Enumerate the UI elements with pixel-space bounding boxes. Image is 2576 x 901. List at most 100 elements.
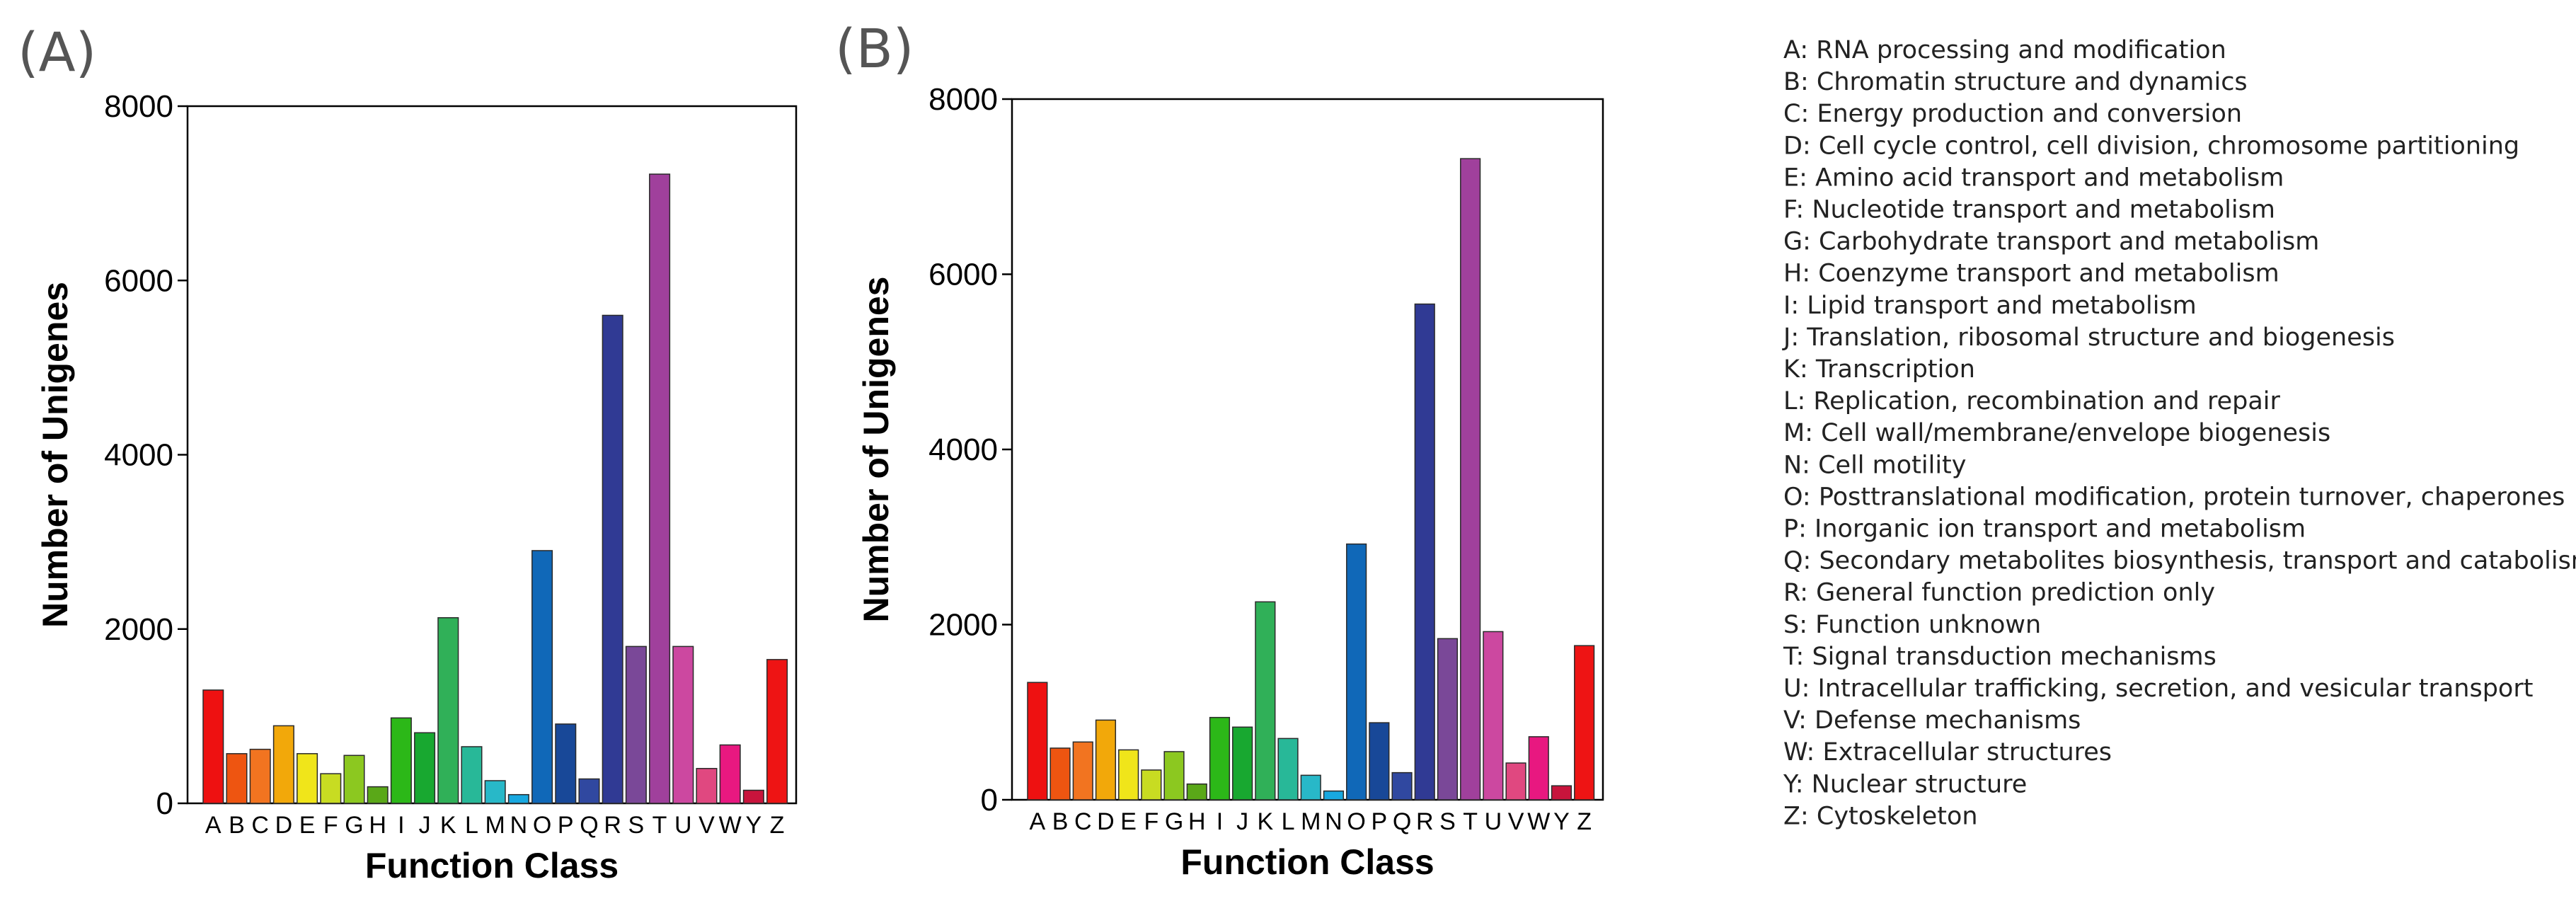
bar-y xyxy=(742,789,764,804)
x-tick-label: R xyxy=(1416,808,1434,835)
x-tick-label: D xyxy=(1097,808,1115,835)
x-tick-label: I xyxy=(1217,808,1223,835)
legend-item: E: Amino acid transport and metabolism xyxy=(1783,163,2284,192)
legend-item: G: Carbohydrate transport and metabolism xyxy=(1783,228,2319,256)
x-axis-title: Function Class xyxy=(365,846,619,885)
bar-q xyxy=(578,778,600,804)
legend-item: K: Transcription xyxy=(1783,355,1975,384)
y-tick-label: 4000 xyxy=(104,438,173,473)
bar-w xyxy=(719,744,741,804)
x-tick-label: M xyxy=(1301,808,1321,835)
bar-z xyxy=(766,659,788,804)
bar-s xyxy=(625,645,647,804)
x-tick-label: M xyxy=(485,812,505,839)
legend-item: A: RNA processing and modification xyxy=(1783,36,2226,64)
x-axis-title: Function Class xyxy=(1180,842,1434,882)
y-tick-label: 2000 xyxy=(104,612,173,647)
bar-j xyxy=(414,732,436,804)
x-tick-label: E xyxy=(1120,808,1137,835)
legend-item: S: Function unknown xyxy=(1783,611,2041,639)
bar-i xyxy=(1209,716,1231,800)
legend-item: T: Signal transduction mechanisms xyxy=(1783,643,2216,671)
x-tick-label: G xyxy=(1165,808,1183,835)
bar-h xyxy=(1186,783,1207,800)
panel-label: (B) xyxy=(835,17,914,80)
y-tick-label: 0 xyxy=(981,783,998,817)
bar-m xyxy=(484,780,506,804)
x-tick-label: C xyxy=(251,812,269,839)
x-tick-label: W xyxy=(719,812,742,839)
y-axis-title: Number of Unigenes xyxy=(856,277,896,623)
bar-k xyxy=(1255,601,1276,800)
x-tick-label: F xyxy=(323,812,338,839)
y-tick-label: 6000 xyxy=(104,263,173,298)
legend: A: RNA processing and modification B: Chr… xyxy=(1782,36,2576,830)
legend-item: R: General function prediction only xyxy=(1783,579,2215,607)
bar-s xyxy=(1437,638,1459,800)
legend-item: M: Cell wall/membrane/envelope biogenesi… xyxy=(1783,419,2330,447)
bar-g xyxy=(1163,751,1185,800)
bar-o xyxy=(1346,543,1367,800)
bar-t xyxy=(1460,158,1481,800)
bar-f xyxy=(320,773,342,804)
x-tick-label: P xyxy=(1372,808,1388,835)
legend-item: H: Coenzyme transport and metabolism xyxy=(1783,260,2279,288)
bar-n xyxy=(1323,790,1345,800)
legend-item: Y: Nuclear structure xyxy=(1783,770,2027,798)
legend-item: L: Replication, recombination and repair xyxy=(1783,387,2281,415)
x-tick-label: A xyxy=(1030,808,1046,835)
x-tick-label: K xyxy=(1258,808,1274,835)
y-tick-label: 8000 xyxy=(928,82,998,117)
bar-p xyxy=(555,723,577,804)
x-tick-label: V xyxy=(1508,808,1524,835)
x-tick-label: U xyxy=(674,812,692,839)
legend-item: Z: Cytoskeleton xyxy=(1783,802,1978,830)
bar-a xyxy=(1027,682,1048,800)
x-tick-label: G xyxy=(345,812,363,839)
bar-r xyxy=(602,314,623,804)
panel-label: (A) xyxy=(18,21,96,84)
x-tick-label: B xyxy=(1052,808,1069,835)
bar-e xyxy=(1118,749,1139,800)
bar-o xyxy=(531,550,553,804)
legend-item: J: Translation, ribosomal structure and … xyxy=(1782,323,2395,352)
bar-m xyxy=(1300,774,1321,800)
bar-w xyxy=(1528,736,1549,800)
x-tick-label: C xyxy=(1074,808,1092,835)
x-tick-label: J xyxy=(419,812,431,839)
x-tick-label: Z xyxy=(1577,808,1592,835)
x-tick-label: U xyxy=(1485,808,1502,835)
bar-f xyxy=(1141,769,1162,800)
y-tick-label: 8000 xyxy=(104,89,173,124)
y-tick-label: 0 xyxy=(156,786,173,821)
bar-e xyxy=(297,753,318,804)
x-tick-label: B xyxy=(229,812,245,839)
legend-item: C: Energy production and conversion xyxy=(1783,100,2242,128)
bar-a xyxy=(202,689,224,804)
x-tick-label: N xyxy=(1325,808,1342,835)
x-tick-label: T xyxy=(1463,808,1478,835)
x-tick-label: W xyxy=(1527,808,1550,835)
legend-item: B: Chromatin structure and dynamics xyxy=(1783,68,2248,96)
bar-c xyxy=(1072,741,1093,800)
legend-item: W: Extracellular structures xyxy=(1783,738,2112,767)
x-tick-label: Y xyxy=(746,812,762,839)
y-tick-label: 4000 xyxy=(928,432,998,467)
x-tick-label: O xyxy=(533,812,551,839)
y-axis-title: Number of Unigenes xyxy=(35,282,75,628)
bar-y xyxy=(1551,785,1572,800)
bar-g xyxy=(343,754,365,804)
x-tick-label: N xyxy=(510,812,528,839)
bar-i xyxy=(390,717,412,804)
bar-v xyxy=(696,768,718,804)
x-tick-label: L xyxy=(1282,808,1295,835)
panel-b: (B) 0 2000 4000 6000 8000 A B C D E F G H I J K L M N O P Q R S T… xyxy=(835,17,1604,882)
y-tick-label: 6000 xyxy=(928,258,998,292)
x-tick-label: H xyxy=(1188,808,1206,835)
y-tick-label: 2000 xyxy=(928,608,998,643)
bar-d xyxy=(1095,719,1117,800)
bar-p xyxy=(1369,722,1390,800)
bar-q xyxy=(1391,771,1413,800)
bar-b xyxy=(226,753,248,804)
